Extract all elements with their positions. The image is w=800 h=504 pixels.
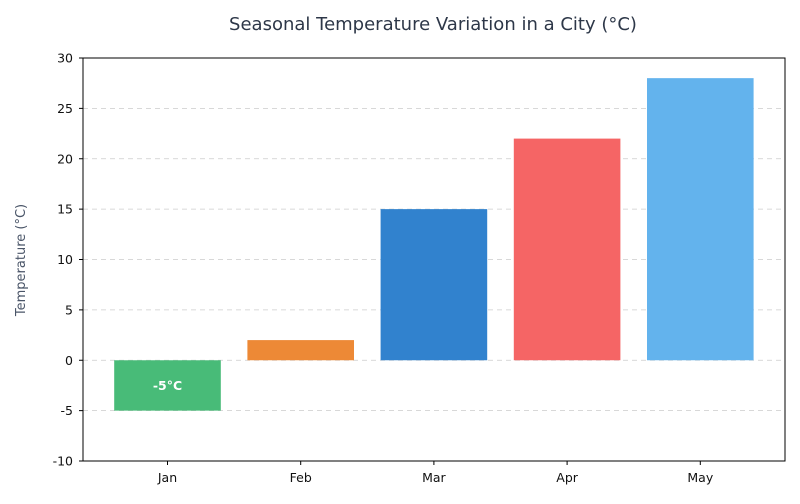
y-tick-label: 0 bbox=[65, 353, 73, 368]
x-tick-label: May bbox=[687, 470, 713, 485]
y-axis-label: Temperature (°C) bbox=[14, 204, 29, 317]
bars bbox=[114, 78, 754, 411]
plot-frame bbox=[82, 57, 786, 462]
data-label-jan: -5°C bbox=[153, 378, 182, 393]
y-tick-label: -5 bbox=[61, 403, 73, 418]
y-tick-label: 20 bbox=[57, 151, 73, 166]
x-tick-label: Mar bbox=[422, 470, 446, 485]
chart-title: Seasonal Temperature Variation in a City… bbox=[229, 14, 637, 35]
y-tick-label: 25 bbox=[57, 101, 73, 116]
y-tick-label: 5 bbox=[65, 302, 73, 317]
y-tick-label: 30 bbox=[57, 51, 73, 66]
x-axis-ticks: Jan Feb Mar Apr May bbox=[157, 461, 714, 485]
bar-apr bbox=[513, 138, 621, 361]
bar-mar bbox=[380, 209, 488, 361]
x-tick-label: Apr bbox=[556, 470, 578, 485]
y-tick-label: 15 bbox=[57, 202, 73, 217]
x-tick-label: Feb bbox=[290, 470, 312, 485]
x-tick-label: Jan bbox=[157, 470, 177, 485]
y-tick-label: -10 bbox=[53, 454, 73, 469]
y-axis-ticks: -10 -5 0 5 10 15 20 25 30 bbox=[53, 51, 83, 469]
bar-jan bbox=[114, 360, 221, 411]
bar-feb bbox=[247, 340, 354, 361]
data-labels: -5°C bbox=[153, 378, 182, 393]
bar-may bbox=[647, 78, 754, 361]
y-tick-label: 10 bbox=[57, 252, 73, 267]
